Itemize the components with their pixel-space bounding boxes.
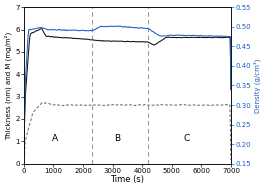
Y-axis label: Density (g/cm³): Density (g/cm³) xyxy=(254,58,261,113)
Y-axis label: Thickness (nm) and M (mg/m²): Thickness (nm) and M (mg/m²) xyxy=(5,31,12,140)
Text: C: C xyxy=(184,135,190,143)
Text: B: B xyxy=(114,135,120,143)
X-axis label: Time (s): Time (s) xyxy=(110,175,144,184)
Text: A: A xyxy=(52,135,58,143)
